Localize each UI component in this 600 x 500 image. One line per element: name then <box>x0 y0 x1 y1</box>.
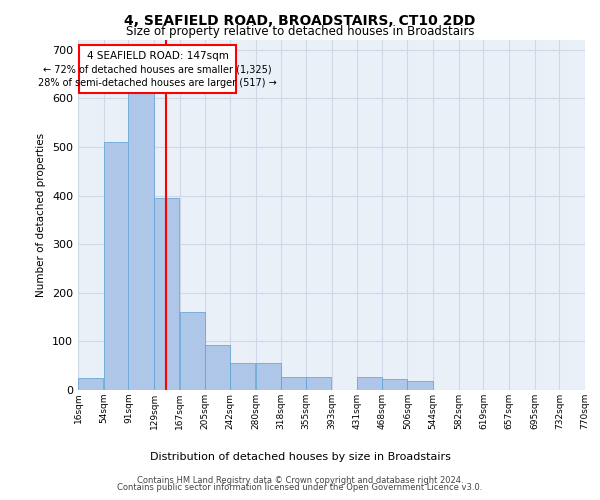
Y-axis label: Number of detached properties: Number of detached properties <box>37 133 46 297</box>
Text: Contains public sector information licensed under the Open Government Licence v3: Contains public sector information licen… <box>118 484 482 492</box>
Text: 28% of semi-detached houses are larger (517) →: 28% of semi-detached houses are larger (… <box>38 78 277 88</box>
Bar <box>230 364 255 390</box>
Bar <box>256 364 281 390</box>
Bar <box>104 142 129 390</box>
Text: Size of property relative to detached houses in Broadstairs: Size of property relative to detached ho… <box>126 25 474 38</box>
Bar <box>306 377 331 390</box>
Bar <box>407 381 433 390</box>
Text: 4 SEAFIELD ROAD: 147sqm: 4 SEAFIELD ROAD: 147sqm <box>87 50 229 60</box>
Bar <box>78 378 103 390</box>
FancyBboxPatch shape <box>79 45 236 94</box>
Bar <box>154 198 179 390</box>
Bar <box>281 377 306 390</box>
Text: 4, SEAFIELD ROAD, BROADSTAIRS, CT10 2DD: 4, SEAFIELD ROAD, BROADSTAIRS, CT10 2DD <box>124 14 476 28</box>
Text: Distribution of detached houses by size in Broadstairs: Distribution of detached houses by size … <box>149 452 451 462</box>
Bar <box>179 312 205 390</box>
Bar <box>382 379 407 390</box>
Bar <box>357 377 382 390</box>
Bar <box>128 86 154 390</box>
Bar <box>205 346 230 390</box>
Text: Contains HM Land Registry data © Crown copyright and database right 2024.: Contains HM Land Registry data © Crown c… <box>137 476 463 485</box>
Text: ← 72% of detached houses are smaller (1,325): ← 72% of detached houses are smaller (1,… <box>43 64 272 74</box>
